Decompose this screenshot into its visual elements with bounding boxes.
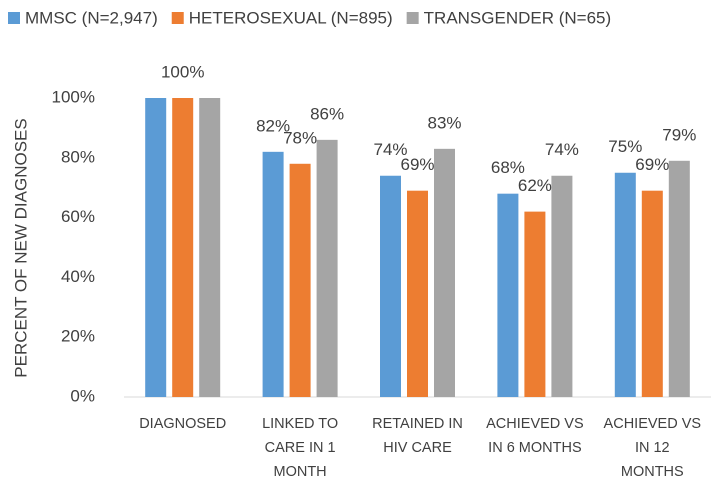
legend-swatch [406,12,419,24]
data-label: 79% [662,125,696,144]
y-tick-label: 60% [61,207,95,226]
data-label: 68% [491,158,525,177]
legend-swatch [8,12,20,24]
data-label: 62% [518,176,552,195]
y-tick-label: 40% [61,267,95,286]
x-tick-label: CARE IN 1 [265,440,336,456]
y-tick-label: 0% [70,386,95,405]
bar [316,139,338,398]
bar [434,148,455,397]
data-label: 78% [283,128,317,147]
bar [524,211,546,397]
bar [407,190,428,397]
x-tick-label: RETAINED IN [372,416,463,432]
legend-label: MMSC (N=2,947) [25,8,158,27]
x-tick-label: MONTHS [621,464,684,480]
bar [145,98,167,397]
legend-swatch [171,12,184,24]
data-label: 69% [635,155,669,174]
x-tick-label: HIV CARE [383,440,452,456]
bar [614,172,636,397]
bar [262,151,284,397]
bar [380,175,401,397]
bar [172,98,194,397]
y-tick-label: 80% [61,147,95,166]
bar [497,193,519,397]
x-tick-label: IN 12 [635,440,670,456]
x-tick-label: DIAGNOSED [139,416,226,432]
data-label: 86% [310,104,344,123]
bar [289,163,311,397]
data-label: 74% [373,140,407,159]
data-label: 74% [545,140,579,159]
data-label: 100% [161,62,204,81]
x-tick-label: ACHIEVED VS [604,416,702,432]
bar [668,160,690,397]
x-tick-label: MONTH [274,464,327,480]
data-label: 82% [256,116,290,135]
data-label: 83% [427,113,461,132]
y-tick-label: 100% [52,87,95,106]
legend-label: HETEROSEXUAL (N=895) [189,8,393,27]
y-axis-label: PERCENT OF NEW DIAGNOSES [11,118,30,377]
x-tick-label: LINKED TO [262,416,338,432]
legend-label: TRANSGENDER (N=65) [424,8,612,27]
y-tick-label: 20% [61,327,95,346]
bar [641,190,663,397]
x-tick-label: IN 6 MONTHS [488,440,581,456]
data-label: 69% [400,155,434,174]
bar [551,175,573,397]
bar [199,98,221,397]
data-label: 75% [608,137,642,156]
x-tick-label: ACHIEVED VS [486,416,584,432]
